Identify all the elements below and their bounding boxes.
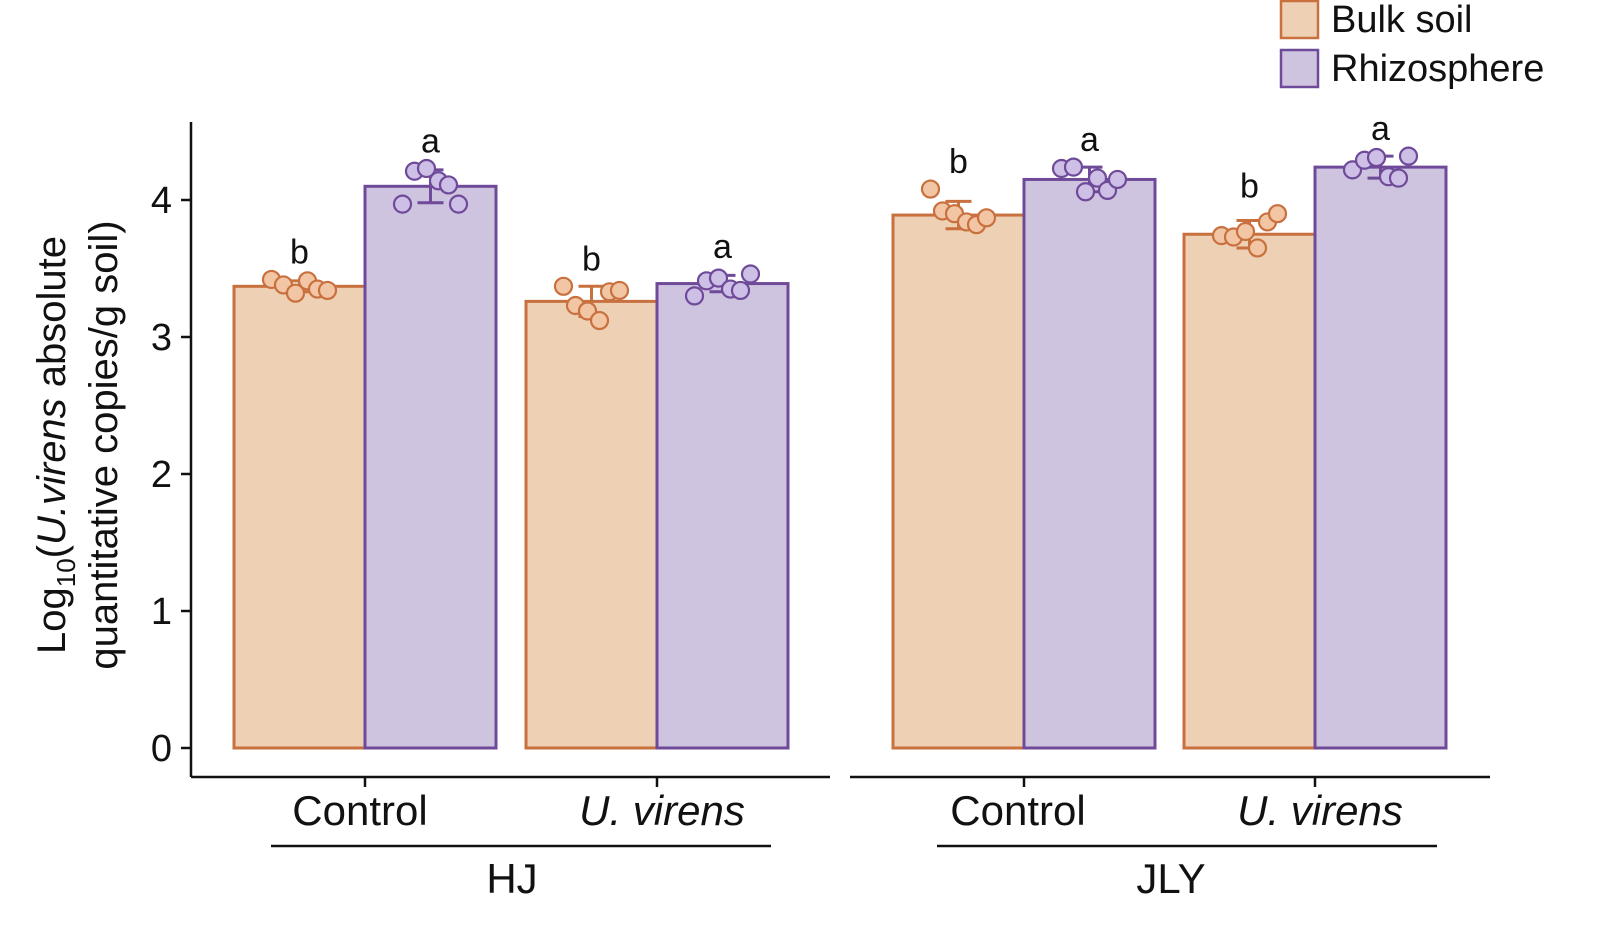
bar-bulk-soil — [1182, 232, 1317, 750]
data-point — [1366, 147, 1387, 168]
data-point — [684, 286, 705, 306]
data-point — [1247, 238, 1268, 258]
data-point — [730, 280, 751, 301]
legend: Bulk soil Rhizosphere — [1279, 0, 1544, 90]
data-point — [920, 179, 941, 199]
data-point — [1087, 168, 1108, 188]
data-point — [1267, 204, 1288, 224]
y-axis-title: Log10(U.virens absolute quantitative copi… — [30, 220, 126, 669]
data-point — [708, 268, 729, 288]
significance-label: b — [1240, 168, 1259, 206]
y-axis-title-line1: Log10(U.virens absolute — [30, 236, 81, 654]
panels: Control b a U. virens b a HJ Control b a U. virens… — [191, 110, 1490, 902]
bar-rhizosphere — [363, 184, 498, 750]
legend-label: Bulk soil — [1331, 0, 1473, 41]
bar-bulk-soil — [232, 284, 367, 750]
data-point — [609, 280, 630, 301]
data-point — [285, 283, 306, 303]
bar-rhizosphere — [1022, 177, 1157, 750]
y-tick-label: 1 — [151, 591, 172, 633]
data-point — [976, 208, 997, 228]
y-tick-label: 2 — [151, 454, 172, 496]
y-tick-label: 0 — [151, 728, 172, 770]
x-category-label: Control — [292, 787, 427, 834]
x-category-label: U. virens — [1237, 787, 1403, 834]
significance-label: b — [949, 143, 968, 181]
panel-jly: Control b a U. virens b a JLY — [850, 110, 1490, 902]
data-point — [1063, 157, 1084, 177]
data-point — [1398, 146, 1419, 166]
significance-label: a — [1080, 121, 1099, 159]
significance-label: a — [713, 228, 732, 266]
bar-bulk-soil — [524, 299, 659, 750]
y-title-rest: absolute — [30, 236, 74, 398]
data-point — [1235, 221, 1256, 242]
data-point — [1075, 182, 1096, 202]
bar-rhizosphere — [1313, 165, 1448, 750]
bar-rhizosphere — [655, 282, 790, 750]
legend-swatch-bulk-soil — [1279, 0, 1320, 40]
data-point — [317, 280, 338, 301]
data-point — [438, 175, 459, 195]
y-title-log: Log — [30, 587, 74, 654]
y-title-open: ( — [30, 544, 74, 558]
legend-label: Rhizosphere — [1331, 48, 1544, 90]
data-point — [416, 158, 437, 179]
data-point — [392, 194, 413, 214]
y-axis: 0 1 2 3 4 — [151, 122, 193, 777]
data-point — [1107, 169, 1128, 190]
data-point — [448, 194, 469, 214]
significance-label: a — [1371, 110, 1390, 148]
y-axis-title-line2: quantitative copies/g soil) — [82, 220, 126, 669]
y-tick-label: 3 — [151, 317, 172, 359]
panel-hj: Control b a U. virens b a HJ — [191, 122, 830, 902]
bar-bulk-soil — [891, 213, 1026, 750]
group-label: HJ — [486, 855, 537, 902]
y-title-species: U.virens — [30, 398, 74, 545]
group-label: JLY — [1136, 855, 1205, 902]
significance-label: b — [582, 240, 601, 278]
y-title-subscript: 10 — [51, 558, 81, 587]
data-point — [589, 310, 610, 331]
legend-swatch-rhizosphere — [1279, 48, 1320, 89]
data-point — [740, 264, 761, 284]
significance-label: b — [290, 233, 309, 271]
y-tick-label: 4 — [151, 180, 172, 222]
x-category-label: Control — [950, 787, 1085, 834]
significance-label: a — [421, 122, 440, 160]
data-point — [1388, 168, 1409, 188]
data-point — [553, 276, 574, 296]
x-category-label: U. virens — [579, 787, 745, 834]
